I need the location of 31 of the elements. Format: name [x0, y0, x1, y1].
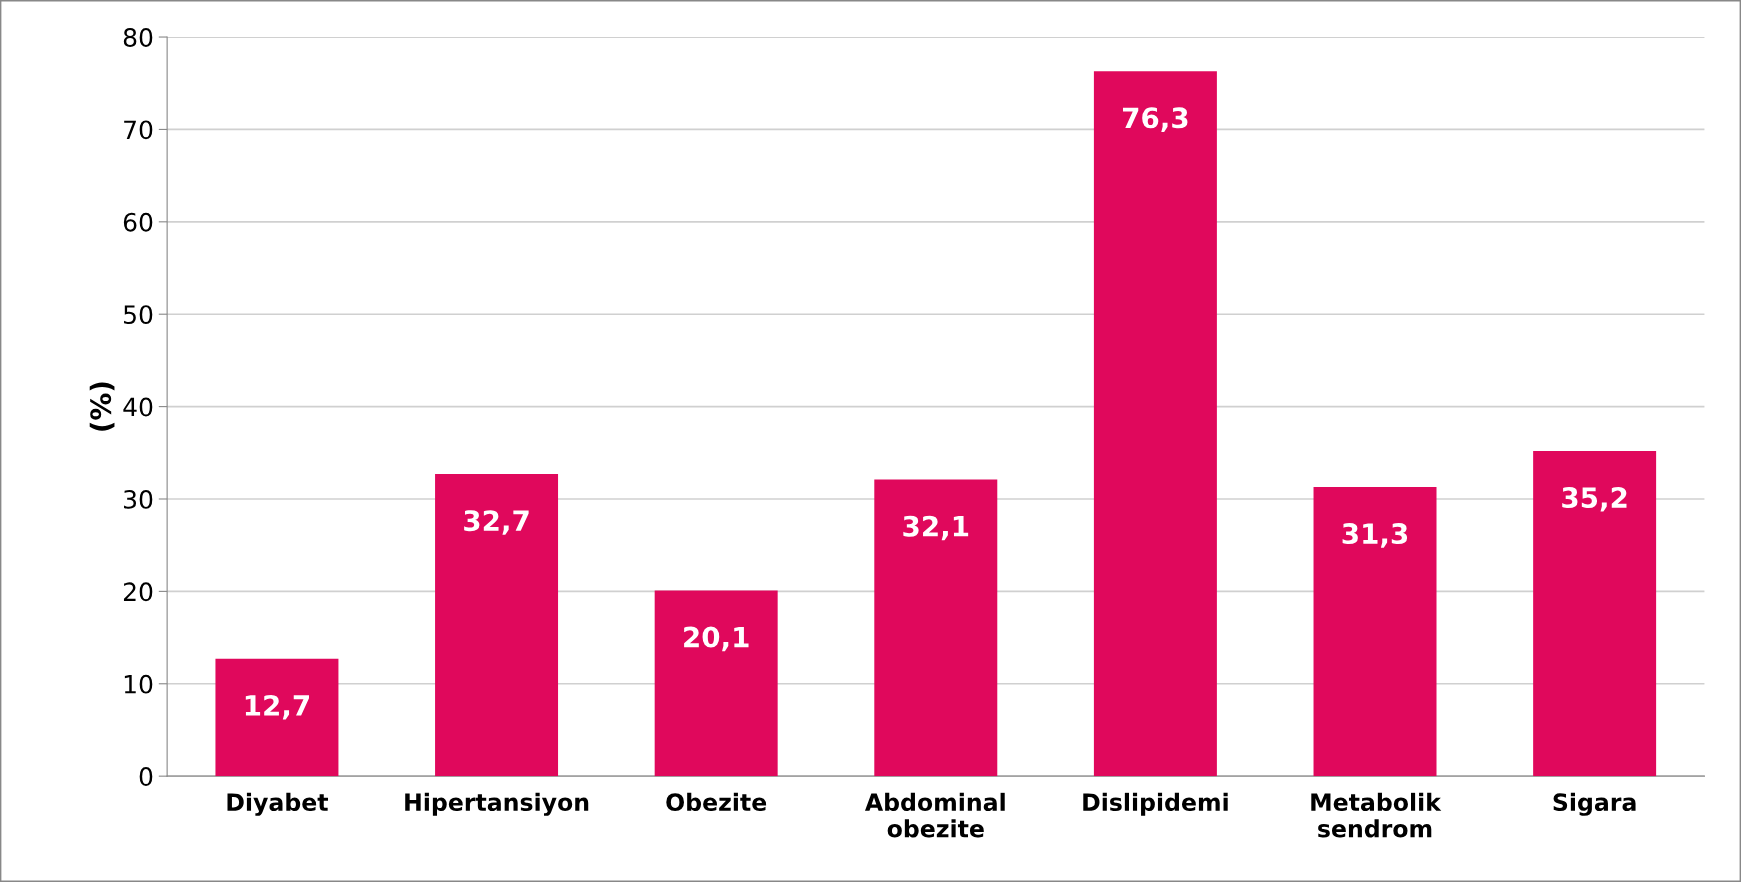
y-tick-label: 10	[124, 674, 153, 694]
y-tick-label: 70	[124, 120, 153, 140]
data-label: 32,1	[903, 515, 969, 541]
bar	[1533, 450, 1657, 777]
y-tick-label: 0	[139, 767, 153, 787]
x-tick-label: Abdominal obezite	[864, 792, 1005, 838]
y-axis-title: (%)	[89, 382, 115, 431]
x-tick-label: Hipertansiyon	[405, 792, 589, 816]
bar	[1093, 71, 1217, 777]
y-tick-label: 30	[124, 489, 153, 509]
y-tick-label: 80	[123, 27, 153, 47]
y-tick-label: 40	[123, 397, 153, 417]
data-label: 35,2	[1562, 487, 1627, 512]
bar	[874, 479, 998, 777]
bar	[1313, 486, 1437, 777]
x-tick-label: Obezite	[666, 792, 767, 812]
x-tick-label: Sigara	[1553, 792, 1636, 816]
bar	[654, 590, 778, 777]
data-label: 20,1	[684, 626, 749, 652]
bar	[215, 658, 339, 777]
bar	[435, 474, 559, 777]
data-label: 12,7	[245, 694, 309, 720]
x-tick-label: Diyabet	[227, 792, 329, 816]
x-tick-label: Metabolik sendrom	[1311, 792, 1442, 838]
data-label: 76,3	[1122, 107, 1188, 132]
y-tick-label: 60	[123, 212, 153, 232]
y-tick-label: 50	[124, 305, 153, 325]
data-label: 32,7	[464, 510, 529, 535]
y-tick-label: 20	[123, 582, 153, 602]
data-label: 31,3	[1342, 523, 1408, 548]
x-tick-label: Dislipidemi	[1083, 792, 1228, 816]
